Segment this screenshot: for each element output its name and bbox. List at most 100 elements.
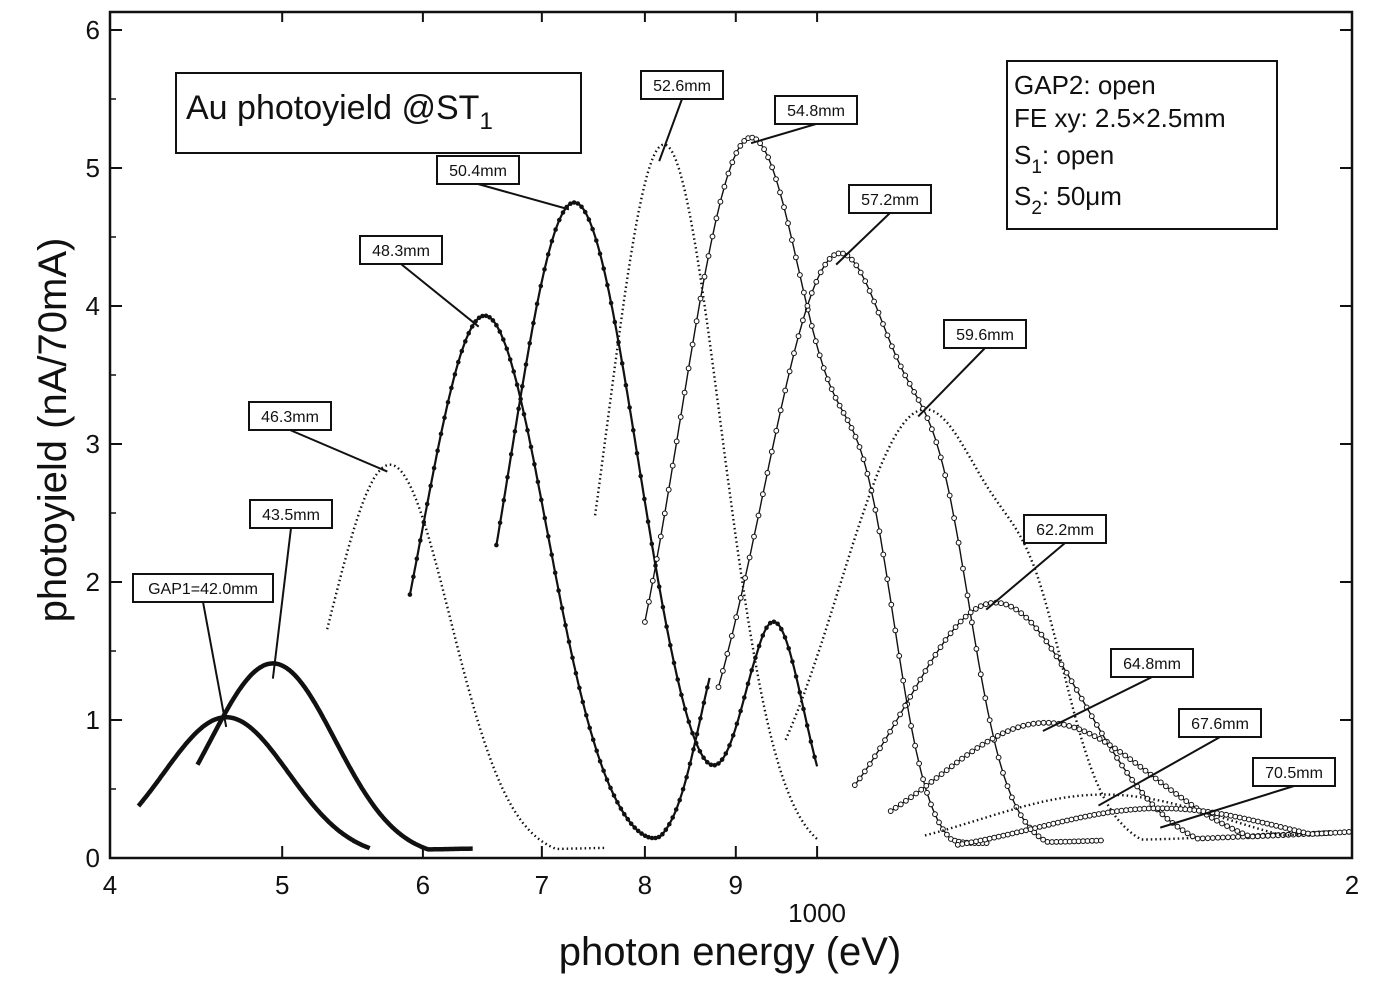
series-point-6 (701, 273, 708, 280)
curves-layer (136, 134, 1353, 852)
series-point-9 (977, 603, 984, 609)
series-point-10 (1157, 779, 1164, 786)
series-point-4 (545, 252, 551, 257)
x-tick-label: 5 (275, 870, 289, 900)
series-point-7 (973, 646, 980, 652)
series-point-10 (933, 775, 940, 781)
series-point-3 (590, 737, 596, 743)
series-point-7 (982, 695, 989, 701)
series-point-7 (746, 554, 753, 561)
series-point-12 (1332, 829, 1339, 836)
series-point-9 (962, 613, 969, 620)
series-point-12 (1023, 827, 1029, 834)
series-point-4 (549, 238, 555, 244)
series-point-10 (1040, 719, 1047, 726)
peak-label-frame (132, 573, 274, 603)
series-point-10 (1224, 823, 1230, 829)
series-point-9 (1013, 606, 1019, 613)
series-point-3 (459, 348, 465, 354)
series-point-12 (995, 833, 1002, 840)
series-point-9 (1033, 625, 1040, 632)
series-point-10 (1214, 817, 1220, 824)
series-point-6 (777, 189, 783, 196)
series-point-4 (675, 677, 681, 682)
series-point-4 (668, 643, 673, 648)
series-point-9 (1194, 835, 1201, 842)
series-point-12 (1118, 807, 1125, 814)
series-point-3 (559, 605, 565, 611)
series-point-10 (1265, 832, 1271, 839)
peak-leader-line (400, 263, 480, 328)
series-point-4 (808, 739, 814, 744)
series-point-3 (539, 497, 544, 503)
series-point-12 (954, 841, 961, 848)
series-point-4 (727, 743, 732, 748)
series-point-7 (764, 470, 771, 476)
series-point-10 (1091, 733, 1098, 740)
series-point-4 (656, 584, 662, 590)
peak-label-frame (436, 155, 520, 185)
series-point-9 (907, 693, 914, 700)
series-point-12 (991, 834, 998, 841)
series-point-3 (476, 315, 482, 321)
peak-label-9: 62.2mm (985, 514, 1107, 611)
series-point-9 (1043, 638, 1050, 645)
series-point-4 (708, 762, 714, 768)
series-point-3 (525, 427, 530, 433)
series-point-10 (959, 755, 965, 762)
series-point-7 (786, 368, 793, 375)
series-point-6 (912, 742, 918, 749)
axes-layer: 0 1 2 3 4 5 6 4 5 6 7 8 9 1000 2 (86, 12, 1359, 928)
series-point-4 (512, 429, 518, 434)
series-point-10 (1101, 739, 1108, 745)
series-point-9 (1225, 834, 1231, 841)
series-point-7 (733, 614, 740, 621)
series-point-7 (866, 288, 873, 294)
series-point-4 (612, 319, 618, 325)
series-point-12 (1050, 820, 1057, 827)
series-point-3 (414, 556, 420, 562)
series-point-10 (1005, 728, 1011, 734)
series-point-10 (1254, 833, 1261, 840)
series-point-3 (521, 411, 527, 417)
peak-leader-line (835, 212, 891, 266)
peak-label-4: 50.4mm (436, 155, 570, 211)
y-tick-label: 5 (86, 153, 100, 183)
series-point-9 (932, 651, 939, 658)
series-point-9 (972, 606, 979, 612)
series-point-4 (775, 621, 780, 627)
series-point-4 (771, 619, 777, 625)
series-point-7 (773, 427, 780, 434)
series-point-6 (860, 456, 867, 463)
series-point-3 (698, 716, 703, 721)
series-point-10 (1076, 726, 1083, 733)
series-point-10 (1086, 730, 1093, 737)
peak-leader-line (1159, 785, 1295, 829)
series-point-3 (684, 774, 689, 780)
series-point-9 (1204, 835, 1211, 842)
series-point-3 (705, 685, 710, 690)
settings-info-frame (1006, 60, 1278, 230)
series-point-12 (1095, 811, 1102, 817)
series-point-10 (1117, 749, 1123, 755)
series-point-4 (719, 757, 725, 762)
series-point-12 (1341, 829, 1348, 836)
y-tick-label: 2 (86, 567, 100, 597)
series-point-4 (797, 690, 803, 695)
series-point-3 (667, 821, 672, 827)
series-point-12 (1004, 831, 1011, 838)
series-point-6 (781, 204, 787, 211)
series-point-4 (516, 406, 521, 412)
series-point-10 (1229, 825, 1236, 832)
series-point-9 (957, 618, 964, 625)
series-point-12 (1068, 816, 1075, 823)
series-point-12 (1259, 819, 1266, 826)
series-point-9 (1099, 730, 1105, 737)
series-point-6 (741, 138, 748, 144)
peak-label-text: 46.3mm (261, 409, 319, 426)
series-point-12 (1091, 811, 1098, 818)
series-point-9 (1189, 833, 1196, 840)
series-point-9 (882, 737, 888, 743)
series-point-4 (742, 695, 747, 700)
series-point-3 (418, 538, 423, 543)
